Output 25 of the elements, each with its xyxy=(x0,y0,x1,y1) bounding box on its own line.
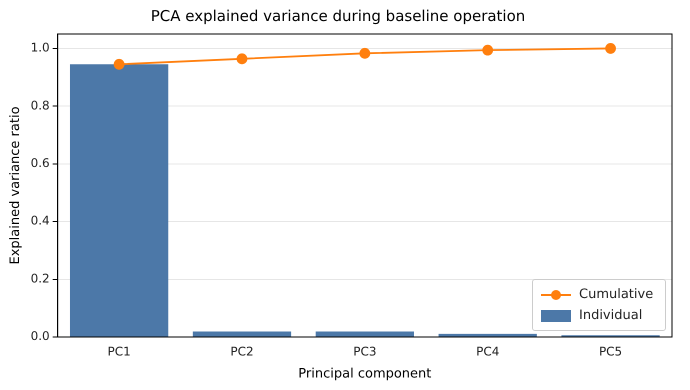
x-tick-label: PC5 xyxy=(598,344,622,358)
bar xyxy=(316,332,414,336)
y-tick-label: 0.0 xyxy=(30,329,50,344)
x-tick-label: PC1 xyxy=(107,344,131,358)
bar xyxy=(192,332,292,336)
y-tick-label: 0.6 xyxy=(30,156,50,170)
x-tick-label: PC2 xyxy=(230,344,254,358)
bar xyxy=(438,334,537,336)
point xyxy=(482,44,494,56)
x-axis-title: Principal component xyxy=(298,366,432,382)
point xyxy=(605,43,616,54)
y-tick-label: 0.4 xyxy=(30,214,50,228)
legend-label: Cumulative xyxy=(579,287,654,302)
legend-label: Individual xyxy=(579,308,642,323)
x-tick-label: PC4 xyxy=(476,344,500,358)
x-tick-label: PC3 xyxy=(353,344,376,358)
y-tick-label: 0.8 xyxy=(30,98,50,112)
point xyxy=(359,48,370,59)
chart-title: PCA explained variance during baseline operation xyxy=(150,6,526,25)
y-tick-label: 0.2 xyxy=(30,271,50,286)
y-axis-title: Explained variance ratio xyxy=(8,106,24,265)
bar xyxy=(70,64,168,336)
point xyxy=(236,53,248,64)
y-tick-label: 1.0 xyxy=(30,40,50,55)
point xyxy=(114,58,125,70)
